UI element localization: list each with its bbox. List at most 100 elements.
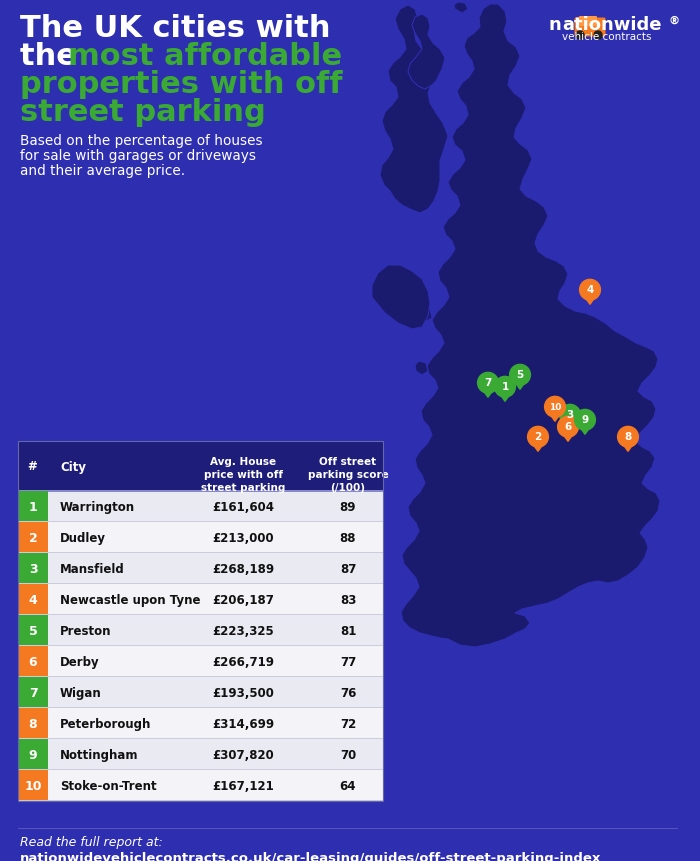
Circle shape [576,32,584,40]
Text: 64: 64 [340,779,356,792]
FancyBboxPatch shape [579,17,597,27]
Text: #: # [27,460,36,473]
Text: 6: 6 [29,655,37,668]
Text: City: City [60,460,86,473]
Text: £206,187: £206,187 [212,593,274,606]
Text: street parking: street parking [20,98,266,127]
Circle shape [545,397,566,418]
Bar [18,491,383,492]
Bar [18,770,48,801]
Polygon shape [401,5,660,647]
Text: £314,699: £314,699 [212,717,274,730]
Polygon shape [481,387,496,398]
Text: ationwide: ationwide [562,16,662,34]
Bar [18,523,48,554]
Text: and their average price.: and their average price. [20,164,185,177]
Polygon shape [582,294,597,305]
Polygon shape [578,424,592,435]
Text: 9: 9 [582,415,589,424]
Text: 8: 8 [624,431,631,442]
FancyBboxPatch shape [575,18,606,38]
Circle shape [495,377,515,398]
Bar [18,492,383,523]
Circle shape [594,32,602,40]
Text: 7: 7 [484,378,491,387]
Text: 4: 4 [29,593,37,606]
Bar [18,647,383,678]
Polygon shape [454,3,468,14]
Bar [18,554,48,585]
Polygon shape [621,442,636,452]
Text: Stoke-on-Trent: Stoke-on-Trent [60,779,157,792]
Text: 2: 2 [534,431,542,442]
Bar [18,585,48,616]
Text: 7: 7 [29,686,37,699]
Circle shape [559,405,580,425]
Bar [18,678,48,709]
Text: Read the full report at:: Read the full report at: [20,835,162,848]
Text: Nottingham: Nottingham [60,748,139,761]
Text: 9: 9 [29,748,37,761]
Bar [18,442,383,801]
Text: £307,820: £307,820 [212,748,274,761]
Text: 1: 1 [501,381,509,392]
Text: Wigan: Wigan [60,686,102,699]
Polygon shape [512,380,527,390]
Text: 70: 70 [340,748,356,761]
Text: 3: 3 [29,562,37,575]
Polygon shape [372,266,430,330]
Text: £223,325: £223,325 [212,624,274,637]
Text: Avg. House
price with off
street parking: Avg. House price with off street parking [201,456,285,492]
Text: Dudley: Dudley [60,531,106,544]
Polygon shape [531,442,545,452]
Text: 89: 89 [340,500,356,513]
Text: Peterborough: Peterborough [60,717,151,730]
Text: 5: 5 [29,624,37,637]
Text: £268,189: £268,189 [212,562,274,575]
Text: Newcastle upon Tyne: Newcastle upon Tyne [60,593,200,606]
Text: 76: 76 [340,686,356,699]
Circle shape [580,280,601,300]
Text: for sale with garages or driveways: for sale with garages or driveways [20,149,256,163]
Text: 88: 88 [340,531,356,544]
Polygon shape [419,307,432,322]
Polygon shape [408,15,445,90]
Text: 81: 81 [340,624,356,637]
Polygon shape [561,431,575,442]
Text: The UK cities with: The UK cities with [20,14,330,43]
Circle shape [617,427,638,448]
Text: Preston: Preston [60,624,111,637]
Text: n: n [548,16,561,34]
Bar [18,442,383,492]
Text: most affordable: most affordable [68,42,342,71]
Text: 3: 3 [566,410,573,420]
Bar [18,616,48,647]
Polygon shape [380,6,448,214]
Circle shape [528,427,548,448]
Text: 2: 2 [29,531,37,544]
Text: 4: 4 [587,285,594,295]
Polygon shape [498,392,512,402]
Bar [18,709,48,739]
Circle shape [510,365,531,386]
Text: 72: 72 [340,717,356,730]
Text: ®: ® [668,16,679,26]
Bar [18,647,48,678]
Text: Warrington: Warrington [60,500,135,513]
Bar [18,709,383,739]
Bar [18,585,383,616]
Text: 6: 6 [564,422,572,431]
Bar [18,739,383,770]
Text: 1: 1 [29,500,37,513]
Text: properties with off: properties with off [20,70,342,99]
Text: Off street
parking score
(/100): Off street parking score (/100) [307,456,389,492]
Text: £266,719: £266,719 [212,655,274,668]
Bar [18,492,48,523]
Text: Based on the percentage of houses: Based on the percentage of houses [20,133,262,148]
Bar [18,678,383,709]
Text: £193,500: £193,500 [212,686,274,699]
Polygon shape [563,419,578,430]
Bar [18,554,383,585]
Text: Derby: Derby [60,655,99,668]
Text: 5: 5 [517,370,524,380]
